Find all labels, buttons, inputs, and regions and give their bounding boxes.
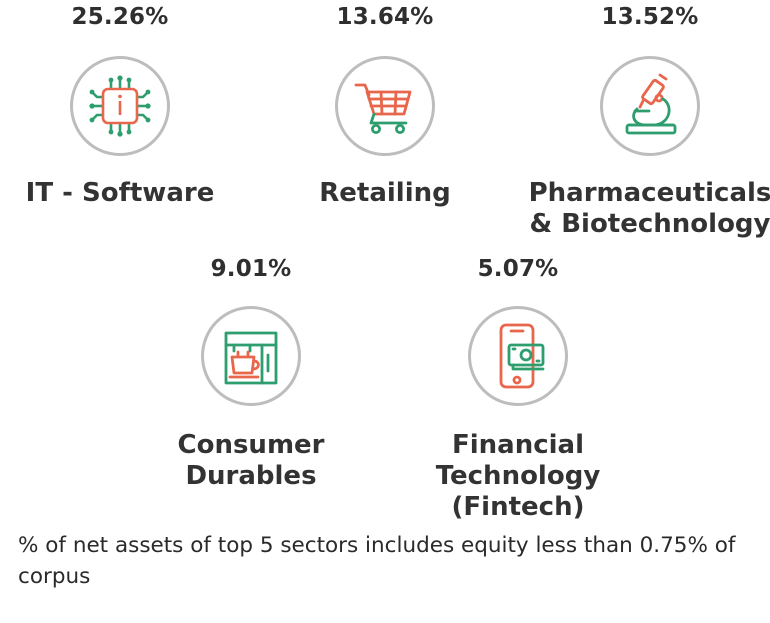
sector-icon-circle-consumer-durables	[201, 306, 301, 406]
sector-name-line: IT - Software	[25, 178, 215, 208]
sector-name-line: Technology	[435, 461, 601, 491]
sector-name-line: Retailing	[319, 178, 451, 208]
coffee-machine-icon	[224, 331, 278, 385]
sector-icon-circle-retailing	[335, 56, 435, 156]
sector-name-pharma: Pharmaceuticals & Biotechnology	[529, 178, 770, 240]
mobile-payment-icon	[499, 323, 545, 389]
sector-name-retailing: Retailing	[319, 178, 451, 209]
sector-name-it-software: IT - Software	[26, 178, 215, 209]
sector-percent-retailing: 13.64%	[336, 4, 434, 30]
chip-icon	[89, 75, 151, 137]
sector-name-line: Financial	[451, 430, 585, 460]
footnote: % of net assets of top 5 sectors include…	[18, 533, 736, 589]
sector-percent-consumer-durables: 9.01%	[210, 256, 292, 282]
sector-name-line: Pharmaceuticals	[528, 178, 770, 208]
sector-icon-circle-pharma	[600, 56, 700, 156]
sector-name-line: & Biotechnology	[529, 209, 770, 239]
shopping-cart-icon	[354, 83, 412, 135]
sector-percent-pharma: 13.52%	[601, 4, 699, 30]
sector-icon-circle-fintech	[468, 306, 568, 406]
sector-name-line: Durables	[185, 461, 317, 491]
sector-name-fintech: Financial Technology (Fintech)	[436, 430, 601, 523]
sector-percent-it-software: 25.26%	[71, 4, 169, 30]
microscope-icon	[625, 73, 677, 135]
sector-icon-circle-it-software	[70, 56, 170, 156]
sector-name-line: Consumer	[177, 430, 325, 460]
sector-percent-fintech: 5.07%	[477, 256, 559, 282]
sector-name-consumer-durables: Consumer Durables	[178, 430, 325, 492]
sector-name-line: (Fintech)	[451, 492, 585, 522]
